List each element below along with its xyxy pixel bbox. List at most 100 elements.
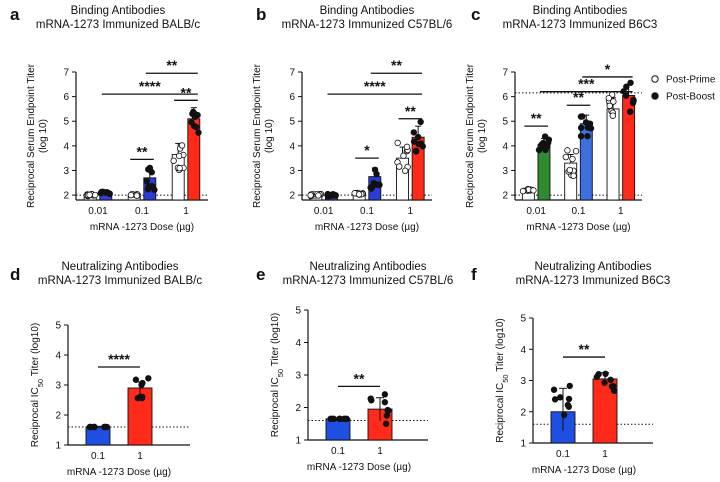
y-label-subscript: 50	[276, 369, 285, 377]
y-axis-unit: (log 10)	[264, 119, 275, 153]
significance-label: **	[181, 84, 192, 100]
data-point	[539, 139, 547, 147]
data-point	[579, 113, 586, 120]
legend-label-post-boost: Post-Boost	[666, 92, 715, 103]
data-point	[91, 423, 98, 431]
y-tick-label: 1	[295, 436, 301, 447]
data-point	[403, 143, 411, 151]
data-point	[132, 376, 140, 383]
y-axis-label: Reciprocal IC50 Titer (log10)	[30, 323, 45, 448]
y-tick-label: 2	[55, 411, 61, 422]
data-point	[97, 189, 105, 197]
significance-label: **	[579, 341, 590, 357]
panel-subtitle: mRNA-1273 Immunized C57BL/6	[283, 275, 454, 287]
panel-letter: d	[10, 265, 20, 284]
y-axis-unit: (log 10)	[38, 119, 49, 153]
data-point	[417, 118, 424, 126]
y-tick-label: 4	[502, 141, 508, 152]
data-point	[106, 190, 113, 197]
y-label-subscript: 50	[36, 379, 45, 387]
panel-letter: e	[256, 265, 265, 284]
data-point	[410, 138, 418, 145]
data-point	[419, 143, 427, 150]
data-point	[606, 102, 613, 110]
data-point	[133, 192, 141, 199]
x-tick-label: 1	[618, 206, 624, 217]
y-tick-label: 7	[289, 68, 295, 79]
data-point	[601, 379, 608, 386]
significance-label: **	[531, 110, 542, 126]
y-tick-label: 4	[289, 141, 295, 152]
x-axis-label: mRNA -1273 Dose (µg)	[67, 467, 171, 478]
x-tick-label: 0.1	[91, 451, 105, 462]
data-point	[564, 147, 571, 154]
data-point	[565, 395, 573, 403]
y-tick-label: 2	[63, 191, 69, 202]
data-point	[535, 146, 543, 154]
data-point	[368, 184, 376, 191]
y-tick-label: 5	[55, 321, 61, 332]
panel-f: f Neutralizing Antibodies mRNA-1273 Immuni…	[471, 261, 670, 476]
data-point	[103, 423, 111, 431]
data-point	[587, 125, 595, 132]
data-point	[400, 152, 407, 160]
data-point	[570, 172, 577, 179]
x-axis-label: mRNA -1273 Dose (µg)	[532, 465, 636, 476]
data-point	[564, 401, 572, 409]
y-tick-label: 2	[289, 191, 295, 202]
x-tick-label: 0.1	[572, 206, 586, 217]
data-point	[340, 415, 348, 423]
y-tick-label: 6	[289, 92, 295, 103]
x-axis-label: mRNA -1273 Dose (µg)	[90, 222, 194, 233]
panel-subtitle: mRNA-1273 Immunized C57BL/6	[282, 19, 453, 31]
y-tick-label: 5	[63, 117, 69, 128]
data-point	[582, 119, 590, 126]
x-tick-label: 0.01	[526, 206, 546, 217]
panel-subtitle: mRNA-1273 Immunized BALB/c	[36, 19, 201, 31]
data-point	[609, 112, 617, 119]
panel-title: Neutralizing Antibodies	[535, 261, 652, 273]
significance-label: **	[391, 57, 402, 73]
panel-title: Binding Antibodies	[71, 5, 166, 17]
y-tick-label: 3	[502, 166, 508, 177]
significance-label: **	[405, 103, 416, 119]
data-point	[608, 383, 616, 390]
y-axis-label: Reciprocal Serum Endpoint Titer	[26, 63, 37, 208]
data-point	[394, 139, 401, 147]
data-point	[610, 98, 617, 105]
data-point	[381, 391, 389, 398]
data-point	[355, 191, 363, 198]
panel-a: a Binding Antibodies mRNA-1273 Immunized B…	[10, 5, 208, 233]
y-tick-label: 3	[63, 166, 69, 177]
panel-b: b Binding Antibodies mRNA-1273 Immunized C…	[252, 5, 452, 233]
data-point	[569, 155, 576, 163]
y-tick-label: 6	[502, 92, 508, 103]
data-point	[188, 119, 195, 126]
panel-letter: c	[471, 5, 480, 24]
y-tick-label: 4	[55, 351, 61, 362]
y-tick-label: 7	[502, 68, 508, 79]
data-point	[402, 167, 409, 175]
y-axis-unit: (log 10)	[477, 119, 488, 153]
data-point	[630, 97, 637, 104]
data-point	[146, 165, 153, 173]
data-point	[602, 370, 609, 378]
data-point	[144, 185, 152, 193]
data-point	[382, 420, 390, 427]
data-point	[627, 79, 634, 86]
data-point	[143, 177, 150, 185]
significance-label: ***	[578, 76, 595, 92]
panel-title: Binding Antibodies	[533, 5, 628, 17]
data-point	[566, 166, 573, 174]
y-tick-label: 2	[520, 407, 526, 418]
x-tick-label: 1	[183, 206, 189, 217]
data-point	[91, 191, 99, 199]
data-point	[584, 132, 591, 140]
y-axis-label: Reciprocal IC50 Titer (log10)	[270, 313, 285, 438]
legend: Post-Prime Post-Boost	[651, 75, 716, 103]
y-tick-label: 4	[63, 141, 69, 152]
y-axis-label: Reciprocal Serum Endpoint Titer	[252, 63, 263, 208]
data-point	[329, 192, 337, 199]
data-point	[381, 399, 389, 406]
data-point	[566, 382, 573, 390]
